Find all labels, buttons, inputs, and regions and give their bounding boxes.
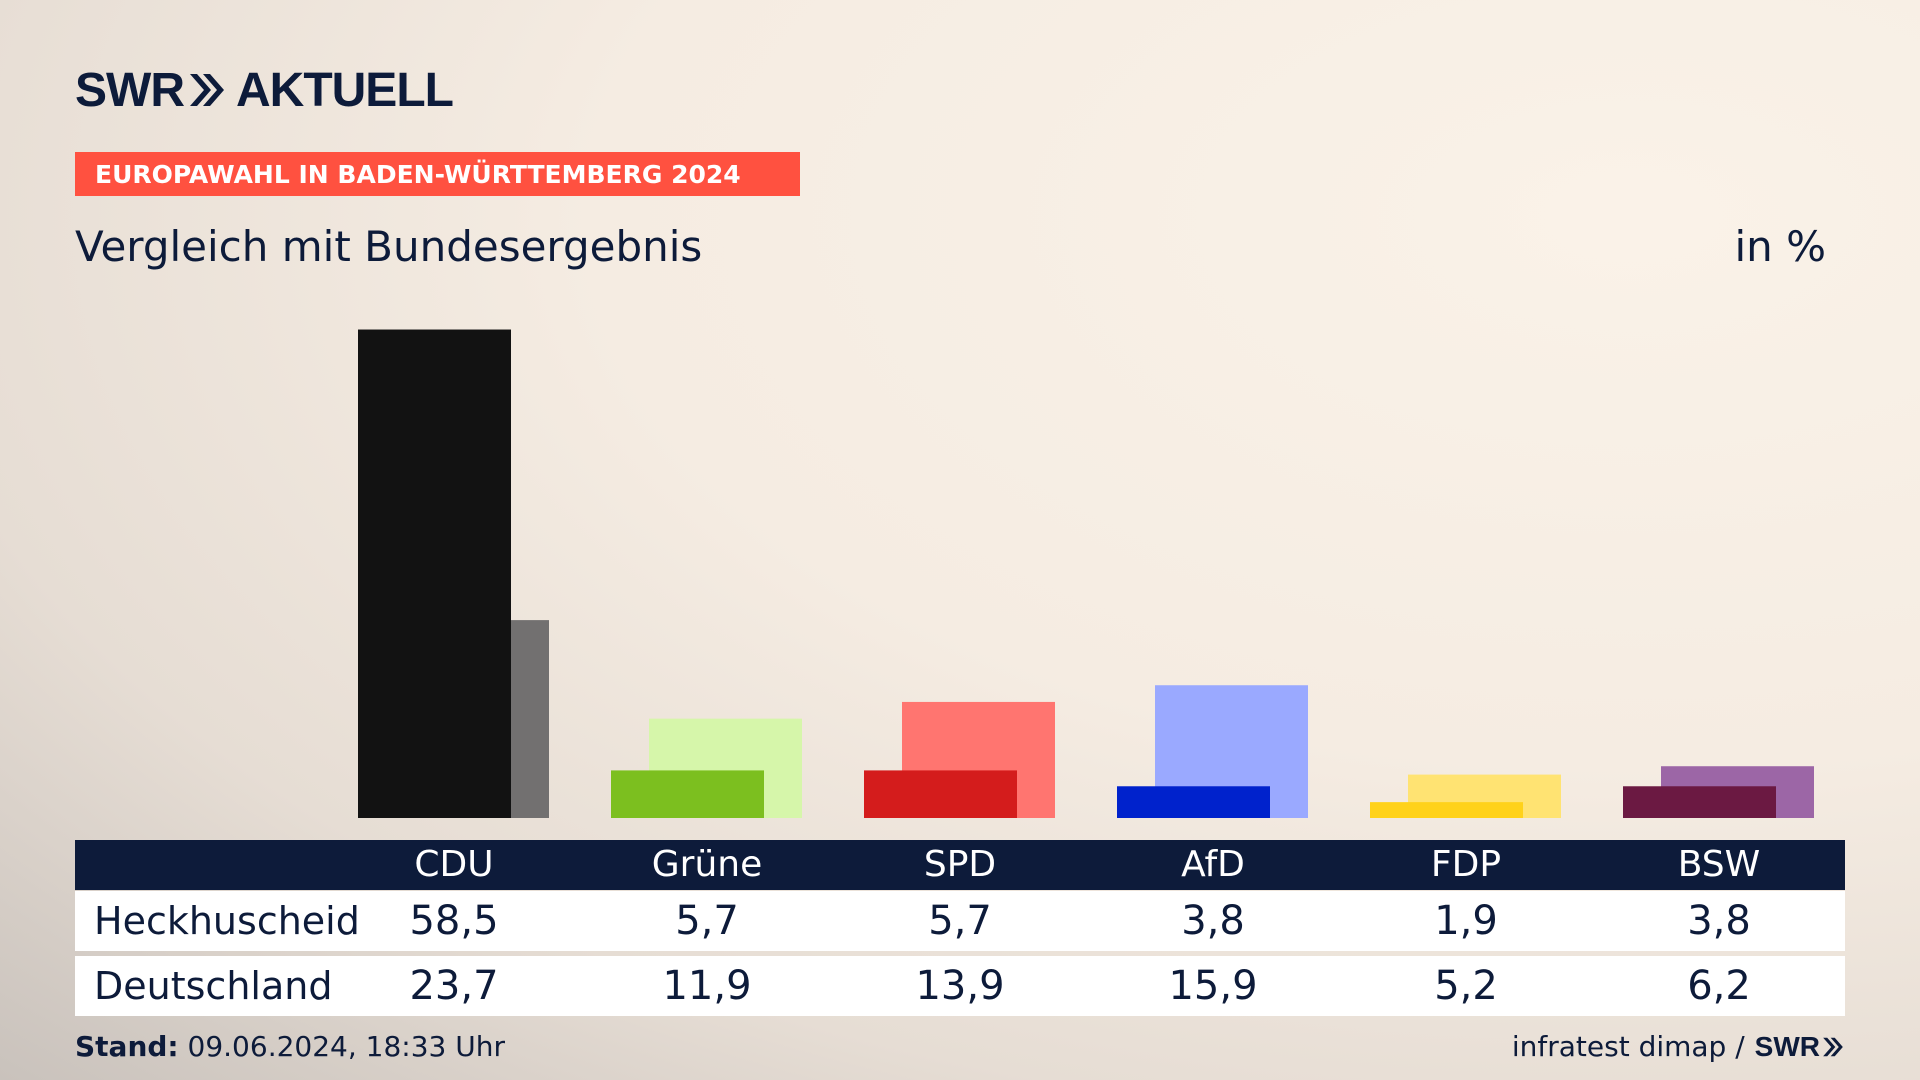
party-label-bsw: BSW: [1677, 844, 1761, 885]
party-label-grüne: Grüne: [651, 844, 763, 885]
party-label-fdp: FDP: [1430, 844, 1502, 885]
chevron-double-right-icon: [189, 74, 224, 106]
bar-heckhuscheid-cdu: [358, 329, 511, 818]
party-label-afd: AfD: [1181, 844, 1245, 885]
bar-heckhuscheid-bsw: [1623, 786, 1776, 818]
party-header-row: CDU Grüne SPD AfD FDP BSW: [75, 840, 1845, 890]
table-cell: 5,7: [675, 898, 739, 944]
swr-aktuell-logo: SWR AKTUELL: [75, 64, 454, 117]
party-label-cdu: CDU: [414, 844, 494, 885]
bar-heckhuscheid-grüne: [611, 770, 764, 818]
bar-heckhuscheid-fdp: [1370, 802, 1523, 818]
chart-subtitle: Vergleich mit Bundesergebnis: [75, 222, 703, 271]
table-cell: 13,9: [915, 963, 1005, 1009]
chevron-double-right-icon: [1823, 1037, 1843, 1056]
table-cell: 15,9: [1168, 963, 1258, 1009]
timestamp: Stand: 09.06.2024, 18:33 Uhr: [75, 1030, 505, 1063]
stand-value: 09.06.2024, 18:33 Uhr: [187, 1030, 505, 1063]
table-cell: 58,5: [409, 898, 499, 944]
source-credit: infratest dimap / SWR: [1512, 1030, 1844, 1063]
table-cell: 3,8: [1181, 898, 1245, 944]
logo-brand: SWR: [75, 63, 185, 117]
table-cell: 23,7: [409, 963, 499, 1009]
bar-heckhuscheid-spd: [864, 770, 1017, 818]
logo-product: AKTUELL: [235, 63, 454, 117]
table-cell: 1,9: [1434, 898, 1498, 944]
kicker-text: EUROPAWAHL IN BADEN-WÜRTTEMBERG 2024: [95, 159, 741, 189]
stand-label: Stand:: [75, 1030, 179, 1063]
table-cell: 6,2: [1687, 963, 1751, 1009]
source-text: infratest dimap /: [1511, 1030, 1745, 1063]
row-label: Deutschland: [94, 964, 333, 1008]
table-cell: 5,7: [928, 898, 992, 944]
row-label: Heckhuscheid: [94, 899, 360, 943]
table-row: Heckhuscheid 58,5 5,7 5,7 3,8 1,9 3,8: [75, 891, 1845, 951]
party-label-spd: SPD: [923, 844, 997, 885]
source-brand: SWR: [1754, 1030, 1820, 1062]
election-kicker: EUROPAWAHL IN BADEN-WÜRTTEMBERG 2024: [75, 152, 800, 196]
bar-chart: [358, 329, 1814, 818]
table-cell: 5,2: [1434, 963, 1498, 1009]
table-cell: 11,9: [662, 963, 752, 1009]
bar-heckhuscheid-afd: [1117, 786, 1270, 818]
chart-unit: in %: [1734, 222, 1826, 271]
table-cell: 3,8: [1687, 898, 1751, 944]
table-row: Deutschland 23,7 11,9 13,9 15,9 5,2 6,2: [75, 956, 1845, 1016]
